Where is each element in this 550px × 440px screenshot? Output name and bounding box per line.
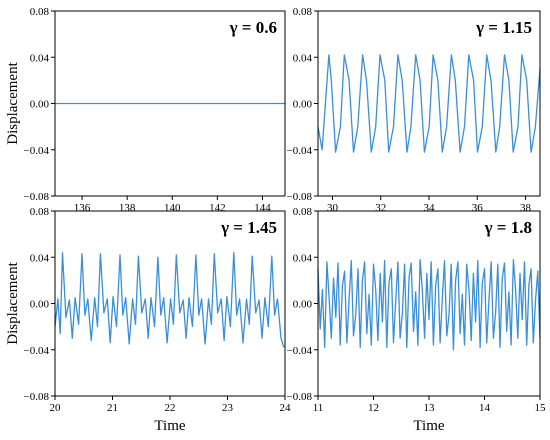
series-line (317, 258, 541, 351)
x-axis-label: Time (413, 418, 444, 434)
gamma-label: γ = 0.6 (229, 18, 277, 37)
y-tick-label: −0.04 (287, 145, 313, 157)
y-tick-label: −0.08 (287, 391, 313, 403)
x-tick-label: 22 (165, 402, 176, 414)
series-line (317, 54, 541, 153)
x-tick-label: 23 (222, 402, 234, 414)
y-tick-label: 0.04 (293, 252, 313, 264)
plot-frame (317, 10, 541, 197)
y-tick-label: 0.00 (30, 299, 50, 311)
x-tick-label: 12 (368, 402, 379, 414)
gamma-label: γ = 1.15 (475, 18, 532, 37)
y-tick-label: 0.00 (293, 299, 313, 311)
x-tick-label: 38 (520, 202, 532, 214)
x-tick-label: 140 (164, 202, 181, 214)
x-tick-label: 144 (254, 202, 271, 214)
panel-4: −0.08 −0.04 0.00 0.04 0.08 11 12 13 14 15 γ = 1.8 T… (287, 206, 546, 434)
panel-3: −0.08 −0.04 0.00 0.04 0.08 20 21 22 23 24 γ = 1.45… (5, 206, 291, 434)
y-tick-label: 0.08 (30, 206, 50, 218)
x-tick-label: 36 (472, 202, 484, 214)
x-tick-label: 15 (535, 402, 547, 414)
y-tick-label: −0.08 (24, 391, 50, 403)
y-tick-label: 0.08 (30, 6, 50, 18)
panel-2: −0.08 −0.04 0.00 0.04 0.08 30 32 34 36 38 γ = 1.15 (287, 6, 541, 214)
y-tick-label: 0.04 (293, 52, 313, 64)
y-tick-label: 0.00 (293, 99, 313, 111)
x-tick-label: 142 (209, 202, 226, 214)
y-tick-label: −0.04 (287, 345, 313, 357)
x-axis-label: Time (154, 418, 185, 434)
x-tick-label: 13 (424, 402, 436, 414)
y-tick-label: 0.04 (30, 252, 50, 264)
x-tick-label: 20 (50, 402, 62, 414)
y-tick-label: −0.04 (24, 345, 50, 357)
gamma-label: γ = 1.45 (220, 218, 277, 237)
x-tick-label: 11 (313, 402, 324, 414)
x-tick-label: 21 (107, 402, 118, 414)
y-axis-label: Displacement (5, 61, 21, 144)
x-tick-label: 32 (375, 202, 386, 214)
x-tick-label: 138 (119, 202, 136, 214)
series-line (54, 251, 285, 348)
x-tick-label: 24 (280, 402, 292, 414)
y-tick-label: 0.08 (293, 6, 313, 18)
x-tick-label: 14 (479, 402, 491, 414)
panel-1: −0.08 −0.04 0.00 0.04 0.08 136 138 140 142 144 γ =… (5, 6, 286, 214)
y-tick-label: 0.04 (30, 52, 50, 64)
x-tick-label: 136 (74, 202, 91, 214)
x-tick-label: 30 (327, 202, 339, 214)
y-tick-label: 0.08 (293, 206, 313, 218)
y-tick-label: −0.08 (287, 191, 313, 203)
y-tick-label: 0.00 (30, 99, 50, 111)
y-axis-label: Displacement (5, 261, 21, 344)
y-tick-label: −0.08 (24, 191, 50, 203)
x-tick-label: 34 (424, 202, 436, 214)
y-tick-label: −0.04 (24, 145, 50, 157)
gamma-label: γ = 1.8 (484, 218, 532, 237)
